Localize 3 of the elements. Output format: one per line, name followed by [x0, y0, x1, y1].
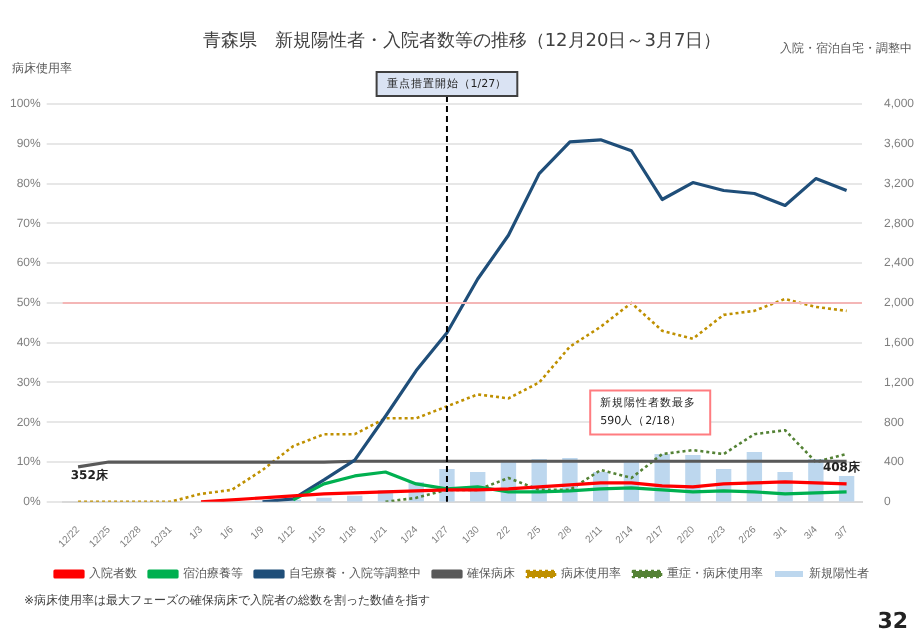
- chart-title: 青森県 新規陽性者・入院者数等の推移（12月20日～3月7日）: [202, 32, 722, 52]
- text: 32: [877, 608, 908, 634]
- line-series: [384, 428, 848, 502]
